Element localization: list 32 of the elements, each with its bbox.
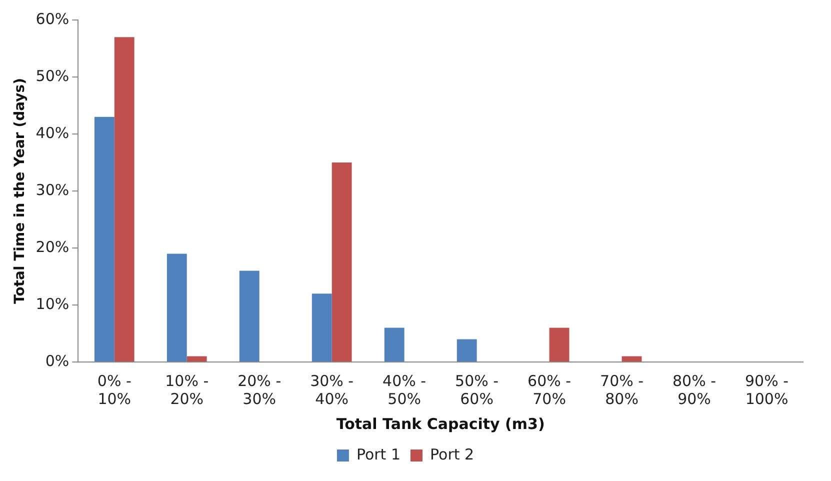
bar: [239, 270, 260, 362]
bar: [114, 37, 134, 362]
y-tick-label: 20%: [36, 238, 70, 256]
y-tick-label: 50%: [36, 66, 70, 85]
y-tick-label: 0%: [45, 352, 70, 370]
bar: [312, 294, 332, 362]
x-axis-title: Total Tank Capacity (m3): [336, 414, 545, 433]
y-axis-title: Total Time in the Year (days): [12, 78, 28, 304]
x-tick-label: 60% - 70%: [528, 372, 572, 408]
x-tick-label: 80% - 90%: [672, 372, 716, 408]
bar: [549, 328, 570, 362]
y-tick-label: 40%: [36, 124, 70, 142]
x-tick-label: 0% - 10%: [97, 372, 132, 408]
x-tick-label: 20% - 30%: [238, 372, 282, 408]
x-tick-label: 30% - 40%: [310, 372, 354, 408]
bar: [166, 254, 187, 362]
x-tick-label: 10% - 20%: [165, 372, 209, 408]
y-tick-label: 60%: [36, 10, 70, 28]
bar: [332, 162, 352, 362]
bar: [186, 356, 207, 362]
bar: [94, 116, 114, 362]
x-tick-label: 40% - 50%: [382, 372, 426, 408]
bar: [622, 356, 642, 362]
x-tick-label: 90% - 100%: [744, 372, 789, 408]
x-tick-label: 50% - 60%: [455, 372, 499, 408]
legend-label: Port 1: [356, 445, 401, 464]
x-tick-label: 70% - 80%: [600, 372, 644, 408]
bar: [456, 339, 477, 362]
y-tick-label: 10%: [36, 294, 70, 313]
bar: [384, 328, 404, 362]
y-tick-label: 30%: [36, 180, 70, 199]
legend-label: Port 2: [430, 445, 474, 464]
